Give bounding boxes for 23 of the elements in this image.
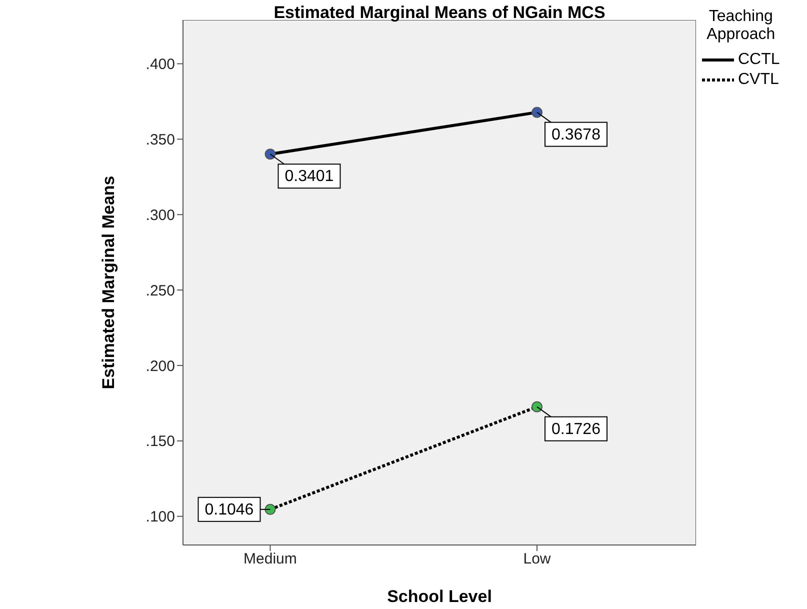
y-tick-label: .250: [146, 282, 175, 300]
point: [264, 148, 276, 160]
chart-title: Estimated Marginal Means of NGain MCS: [272, 3, 606, 23]
legend-label: CCTL: [738, 51, 780, 69]
point: [532, 401, 543, 412]
y-tick-label: .200: [146, 358, 175, 375]
y-tick-label: .350: [146, 132, 175, 149]
y-tick-label: .300: [146, 206, 175, 224]
legend-label: CVTL: [738, 71, 779, 89]
y-tick-label: .100: [146, 508, 175, 526]
x-tick-label: Medium: [244, 550, 297, 568]
point: [264, 504, 276, 515]
data-label: 0.1726: [552, 420, 601, 438]
y-tick-label: .150: [146, 433, 175, 450]
y-tick-label: .400: [146, 56, 175, 74]
x-tick-label: Low: [523, 550, 551, 568]
data-label: 0.3401: [284, 168, 334, 186]
data-label: 0.3678: [552, 126, 601, 144]
y-axis-title: Estimated Marginal Means: [99, 176, 118, 390]
data-label: 0.1046: [204, 501, 254, 518]
point: [532, 106, 543, 118]
legend-title: Teaching Approach: [706, 8, 776, 44]
x-axis-title: School Level: [387, 587, 492, 606]
